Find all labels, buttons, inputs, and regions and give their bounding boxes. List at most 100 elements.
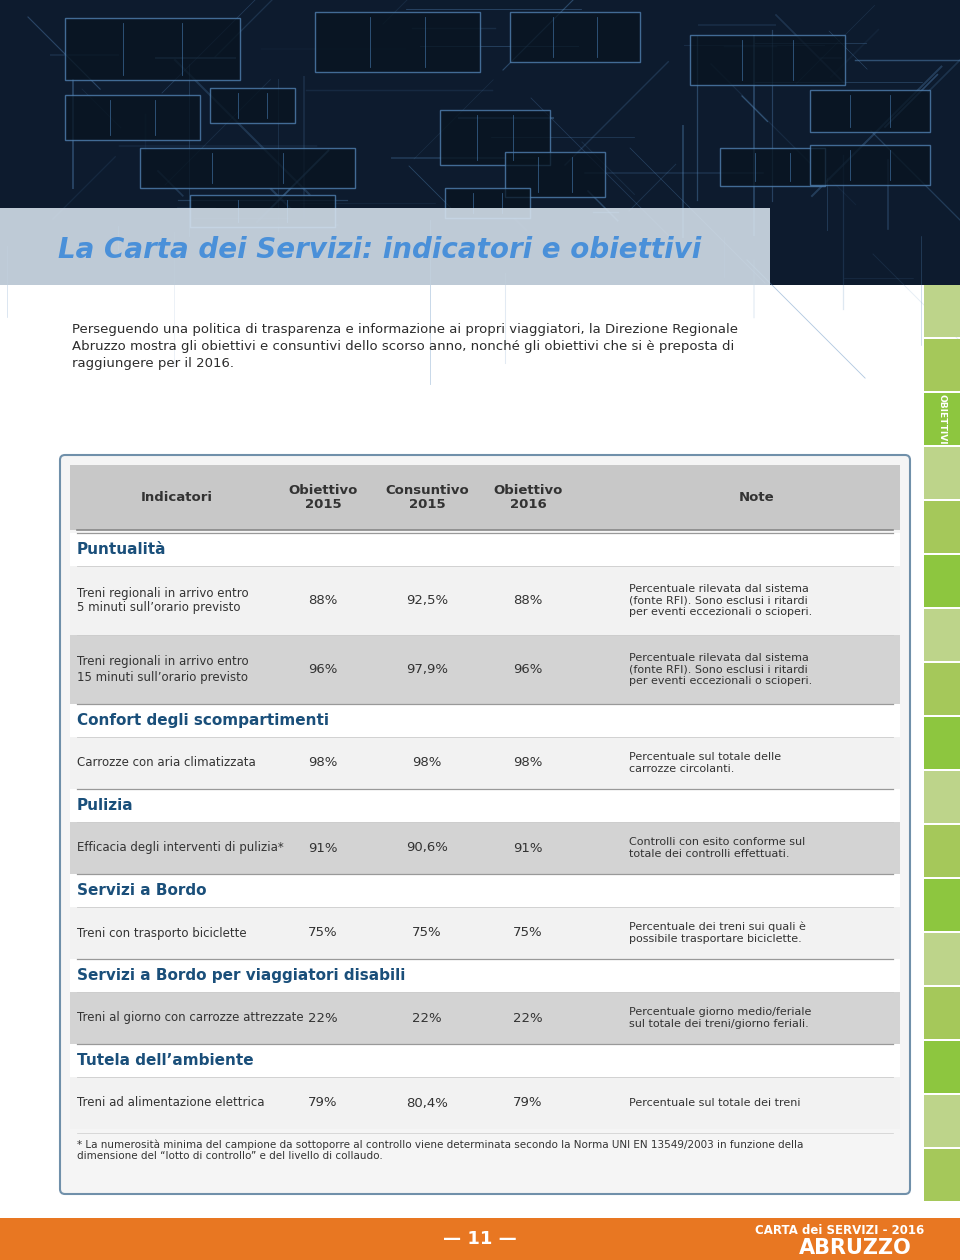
Bar [0,208,770,285]
Text: 91%: 91% [308,842,338,854]
Text: Servizi a Bordo per viaggiatori disabili: Servizi a Bordo per viaggiatori disabili [77,968,405,983]
Bar [70,789,900,822]
FancyBboxPatch shape [60,455,910,1194]
Text: Confort degli scompartimenti: Confort degli scompartimenti [77,713,329,728]
Bar [0,0,960,285]
Bar [70,533,900,566]
Bar [924,447,960,499]
Text: 96%: 96% [514,663,542,677]
Text: CARTA dei SERVIZI - 2016: CARTA dei SERVIZI - 2016 [756,1225,924,1237]
Text: 91%: 91% [514,842,542,854]
Bar [810,145,930,185]
Bar [0,1218,960,1260]
Bar [70,822,900,874]
Text: Percentuale rilevata dal sistema
(fonte RFI). Sono esclusi i ritardi
per eventi : Percentuale rilevata dal sistema (fonte … [629,653,812,687]
Bar [0,285,960,1260]
Text: Obiettivo
2015: Obiettivo 2015 [288,484,358,512]
Bar [70,907,900,959]
Text: 88%: 88% [308,593,338,607]
Bar [70,465,900,530]
Bar [810,89,930,132]
Text: Controlli con esito conforme sul
totale dei controlli effettuati.: Controlli con esito conforme sul totale … [629,837,805,859]
Text: Percentuale sul totale dei treni: Percentuale sul totale dei treni [629,1097,801,1108]
Bar [924,339,960,391]
Text: 92,5%: 92,5% [406,593,448,607]
Text: Consuntivo
2015: Consuntivo 2015 [385,484,468,512]
Text: 98%: 98% [514,756,542,770]
Text: 79%: 79% [308,1096,338,1110]
Bar [190,195,335,227]
Bar [924,771,960,823]
Text: ABRUZZO: ABRUZZO [799,1239,911,1257]
Text: Treni regionali in arrivo entro
5 minuti sull’orario previsto: Treni regionali in arrivo entro 5 minuti… [77,586,249,615]
Text: Tutela dell’ambiente: Tutela dell’ambiente [77,1053,253,1068]
Bar [924,879,960,931]
Text: Treni al giorno con carrozze attrezzate: Treni al giorno con carrozze attrezzate [77,1012,303,1024]
Bar [70,737,900,789]
Text: 90,6%: 90,6% [406,842,448,854]
Text: Treni ad alimentazione elettrica: Treni ad alimentazione elettrica [77,1096,265,1110]
Text: 96%: 96% [308,663,338,677]
Text: OBIETTIVI: OBIETTIVI [938,393,947,445]
Text: Percentuale rilevata dal sistema
(fonte RFI). Sono esclusi i ritardi
per eventi : Percentuale rilevata dal sistema (fonte … [629,583,812,617]
Text: 22%: 22% [308,1012,338,1024]
Bar [924,609,960,662]
Bar [70,874,900,907]
Bar [70,992,900,1045]
Bar [690,35,845,84]
Text: 75%: 75% [412,926,442,940]
Text: La Carta dei Servizi: indicatori e obiettivi: La Carta dei Servizi: indicatori e obiet… [58,236,701,265]
Text: Servizi a Bordo: Servizi a Bordo [77,883,206,898]
Bar [70,959,900,992]
Text: Indicatori: Indicatori [141,491,213,504]
Text: 98%: 98% [308,756,338,770]
Bar [720,147,825,186]
Bar [924,987,960,1040]
Bar [140,147,355,188]
Text: Puntualità: Puntualità [77,542,166,557]
Bar [505,152,605,197]
Bar [445,188,530,218]
Bar [924,1149,960,1201]
Bar [210,88,295,123]
Bar [65,94,200,140]
Bar [70,566,900,635]
Text: 97,9%: 97,9% [406,663,448,677]
Text: Efficacia degli interventi di pulizia*: Efficacia degli interventi di pulizia* [77,842,284,854]
Text: 79%: 79% [514,1096,542,1110]
Text: Treni con trasporto biciclette: Treni con trasporto biciclette [77,926,247,940]
Bar [70,704,900,737]
Bar [924,1041,960,1092]
Text: 22%: 22% [412,1012,442,1024]
Text: 75%: 75% [514,926,542,940]
Text: — 11 —: — 11 — [444,1230,516,1247]
Bar [70,635,900,704]
Text: 98%: 98% [412,756,442,770]
Text: Percentuale giorno medio/feriale
sul totale dei treni/giorno feriali.: Percentuale giorno medio/feriale sul tot… [629,1007,811,1029]
Text: Treni regionali in arrivo entro
15 minuti sull’orario previsto: Treni regionali in arrivo entro 15 minut… [77,655,249,683]
Bar [924,1095,960,1147]
Bar [924,663,960,714]
Text: * La numerosità minima del campione da sottoporre al controllo viene determinata: * La numerosità minima del campione da s… [77,1139,804,1162]
Bar [924,501,960,553]
Text: Pulizia: Pulizia [77,798,133,813]
Bar [315,13,480,72]
Text: Note: Note [739,491,775,504]
Text: 75%: 75% [308,926,338,940]
Text: Percentuale dei treni sui quali è
possibile trasportare biciclette.: Percentuale dei treni sui quali è possib… [629,922,805,944]
Bar [65,18,240,79]
Text: Obiettivo
2016: Obiettivo 2016 [493,484,563,512]
Bar [924,554,960,607]
Text: 80,4%: 80,4% [406,1096,448,1110]
Bar [924,825,960,877]
Bar [510,13,640,62]
Bar [924,717,960,769]
Bar [440,110,550,165]
Bar [924,393,960,445]
Text: 88%: 88% [514,593,542,607]
Text: Percentuale sul totale delle
carrozze circolanti.: Percentuale sul totale delle carrozze ci… [629,752,781,774]
Bar [70,1077,900,1129]
Bar [70,1045,900,1077]
Text: Carrozze con aria climatizzata: Carrozze con aria climatizzata [77,756,255,770]
Bar [924,285,960,336]
